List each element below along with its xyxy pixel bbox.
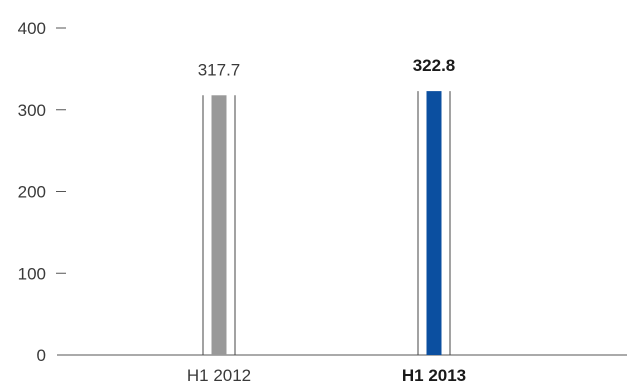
bar-value-label: 322.8 [413,56,456,75]
bar [426,91,442,356]
x-category-label: H1 2012 [187,366,251,385]
y-tick-label: 300 [18,101,46,120]
y-tick-label: 100 [18,264,46,283]
bar-value-label: 317.7 [198,60,241,79]
bar [211,95,227,356]
x-category-label: H1 2013 [402,366,466,385]
y-tick-label: 400 [18,19,46,38]
y-tick-label: 0 [37,346,46,365]
y-tick-label: 200 [18,183,46,202]
